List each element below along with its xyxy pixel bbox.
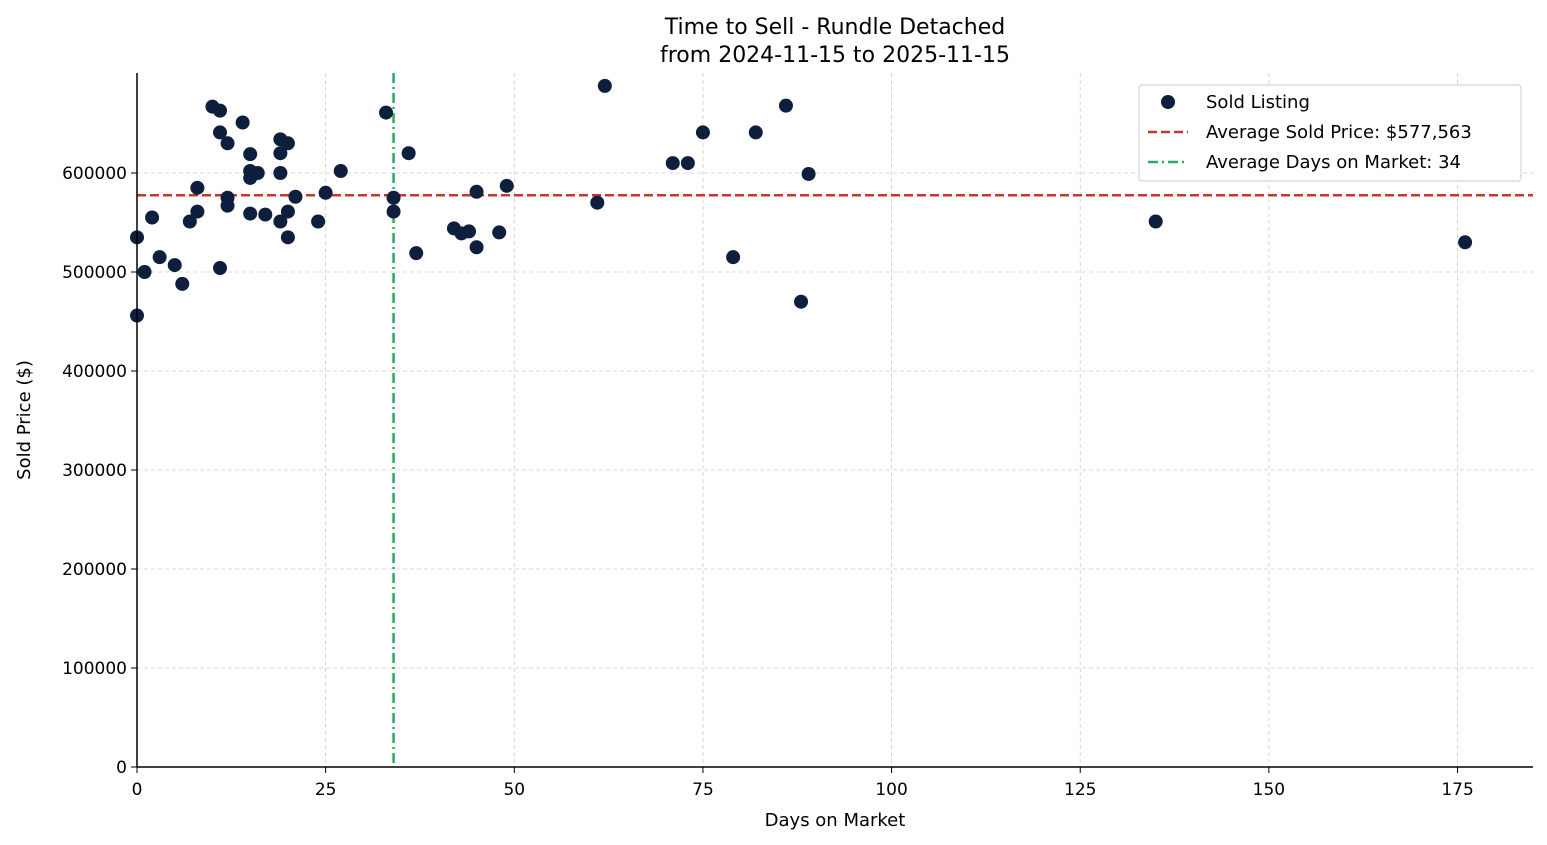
data-point bbox=[243, 206, 258, 221]
y-axis-label: Sold Price ($) bbox=[14, 360, 35, 480]
data-point bbox=[695, 125, 710, 140]
data-point bbox=[1148, 214, 1163, 229]
x-tick-label: 25 bbox=[315, 780, 337, 800]
axes: 0 25 50 75 100 125 150 175 0 100000 200000 300000 40… bbox=[62, 73, 1533, 800]
x-tick-label: 50 bbox=[503, 780, 525, 800]
data-point bbox=[597, 78, 612, 93]
x-tick-label: 75 bbox=[692, 780, 714, 800]
data-point bbox=[175, 276, 190, 291]
data-point bbox=[318, 185, 333, 200]
x-tick-label: 100 bbox=[875, 780, 907, 800]
chart-title: Time to Sell - Rundle Detached bbox=[664, 15, 1005, 40]
y-tick-label: 100000 bbox=[62, 659, 127, 679]
data-point bbox=[462, 224, 477, 239]
data-point bbox=[152, 250, 167, 265]
legend-label-points: Sold Listing bbox=[1206, 92, 1310, 113]
data-point bbox=[273, 146, 288, 161]
x-tick-label: 150 bbox=[1253, 780, 1285, 800]
legend-marker-points bbox=[1161, 95, 1175, 109]
y-tick-label: 600000 bbox=[62, 164, 127, 184]
data-point bbox=[1458, 235, 1473, 250]
data-point bbox=[288, 189, 303, 204]
data-point bbox=[748, 125, 763, 140]
data-point bbox=[220, 198, 235, 213]
data-point bbox=[311, 214, 326, 229]
data-point bbox=[665, 156, 680, 171]
data-point bbox=[167, 258, 182, 273]
legend: Sold Listing Average Sold Price: $577,56… bbox=[1138, 84, 1522, 182]
data-point bbox=[680, 156, 695, 171]
average-lines bbox=[137, 73, 1533, 767]
x-tick-label: 125 bbox=[1064, 780, 1096, 800]
data-point bbox=[273, 214, 288, 229]
data-points bbox=[130, 78, 1473, 323]
y-tick-label: 300000 bbox=[62, 461, 127, 481]
data-point bbox=[469, 184, 484, 199]
data-point bbox=[401, 146, 416, 161]
data-point bbox=[499, 178, 514, 193]
data-point bbox=[190, 180, 205, 195]
legend-box bbox=[1138, 84, 1522, 182]
data-point bbox=[250, 165, 265, 180]
data-point bbox=[469, 240, 484, 255]
data-point bbox=[243, 147, 258, 162]
data-point bbox=[590, 195, 605, 210]
data-point bbox=[182, 214, 197, 229]
legend-label-avg-days: Average Days on Market: 34 bbox=[1206, 152, 1461, 173]
chart-subtitle: from 2024-11-15 to 2025-11-15 bbox=[660, 43, 1010, 68]
data-point bbox=[801, 166, 816, 181]
data-point bbox=[220, 136, 235, 151]
data-point bbox=[492, 225, 507, 240]
data-point bbox=[333, 164, 348, 179]
data-point bbox=[213, 125, 228, 140]
data-point bbox=[386, 204, 401, 219]
y-tick-label: 200000 bbox=[62, 560, 127, 580]
data-point bbox=[258, 207, 273, 222]
data-point bbox=[145, 210, 160, 225]
data-point bbox=[213, 103, 228, 118]
data-point bbox=[386, 190, 401, 205]
data-point bbox=[213, 261, 228, 276]
data-point bbox=[280, 204, 295, 219]
legend-label-avg-price: Average Sold Price: $577,563 bbox=[1206, 122, 1472, 143]
data-point bbox=[379, 105, 394, 120]
y-tick-label: 400000 bbox=[62, 362, 127, 382]
x-tick-label: 175 bbox=[1441, 780, 1473, 800]
x-axis-label: Days on Market bbox=[765, 810, 906, 831]
data-point bbox=[280, 136, 295, 151]
data-point bbox=[409, 246, 424, 261]
data-point bbox=[137, 264, 152, 279]
data-point bbox=[280, 230, 295, 245]
y-tick-label: 0 bbox=[116, 758, 127, 778]
data-point bbox=[794, 294, 809, 309]
y-tick-label: 500000 bbox=[62, 263, 127, 283]
data-point bbox=[190, 204, 205, 219]
data-point bbox=[726, 250, 741, 265]
data-point bbox=[273, 165, 288, 180]
data-point bbox=[778, 98, 793, 113]
data-point bbox=[235, 115, 250, 130]
x-tick-label: 0 bbox=[132, 780, 143, 800]
